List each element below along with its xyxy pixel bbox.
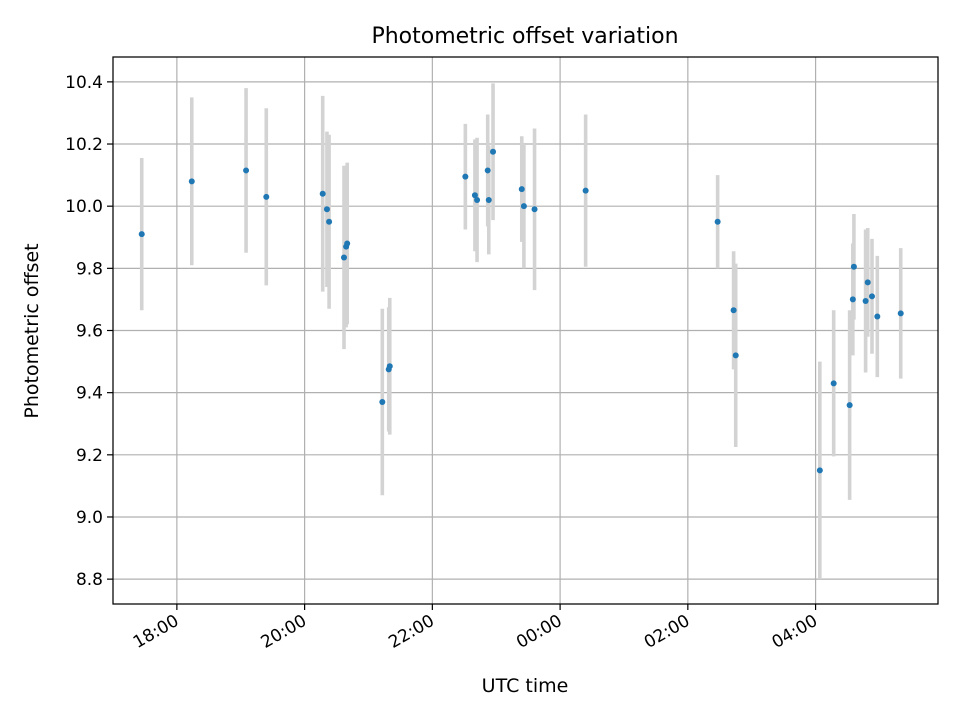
data-point — [864, 279, 871, 286]
y-tick-label: 8.8 — [76, 570, 103, 590]
data-point — [344, 240, 351, 247]
data-point — [386, 363, 393, 370]
data-point — [816, 467, 823, 474]
y-tick-label: 10.4 — [65, 73, 103, 93]
data-point — [862, 297, 869, 304]
y-tick-label: 9.0 — [76, 508, 103, 528]
data-point — [850, 263, 857, 270]
data-point — [188, 178, 195, 185]
data-point — [518, 186, 525, 193]
data-point — [323, 206, 330, 213]
y-tick-label: 9.4 — [76, 384, 103, 404]
data-point — [897, 310, 904, 317]
chart-title: Photometric offset variation — [371, 24, 678, 49]
data-point — [520, 203, 527, 210]
y-tick-label: 9.6 — [76, 322, 103, 342]
y-tick-label: 9.8 — [76, 259, 103, 279]
data-point — [326, 218, 333, 225]
data-point — [263, 193, 270, 200]
data-point — [490, 148, 497, 155]
data-point — [582, 187, 589, 194]
y-tick-label: 10.2 — [65, 135, 103, 155]
x-axis-label: UTC time — [482, 675, 569, 697]
y-tick-label: 10.0 — [65, 197, 103, 217]
data-point — [341, 254, 347, 261]
data-point — [138, 231, 145, 238]
y-axis-ticks: 8.8 9.0 9.2 9.4 9.6 9.8 10.0 10.2 10.4 — [65, 73, 113, 590]
data-point — [714, 218, 721, 225]
data-points — [138, 148, 904, 474]
data-point — [319, 190, 326, 197]
y-axis-label: Photometric offset — [21, 243, 43, 418]
data-point — [243, 167, 250, 174]
data-point — [379, 398, 386, 405]
data-point — [531, 206, 538, 213]
data-point — [849, 296, 856, 303]
data-point — [874, 313, 881, 320]
data-point — [462, 173, 469, 180]
data-point — [474, 196, 481, 203]
data-point — [869, 293, 875, 300]
data-point — [485, 196, 492, 203]
data-point — [471, 192, 478, 199]
data-point — [846, 402, 853, 409]
y-tick-label: 9.2 — [76, 446, 103, 466]
data-point — [830, 380, 837, 387]
data-point — [730, 307, 737, 314]
data-point — [484, 167, 491, 174]
data-point — [732, 352, 739, 359]
